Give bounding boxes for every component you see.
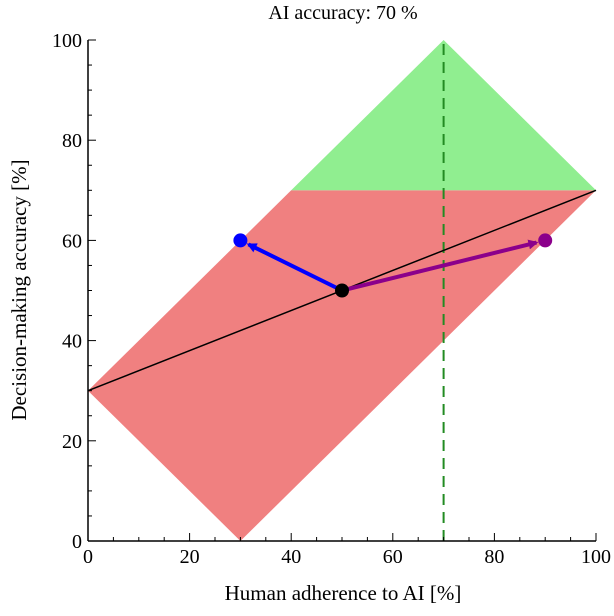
y-tick-label: 40 [62, 331, 82, 353]
x-tick-label: 80 [484, 546, 504, 568]
region-below [88, 190, 596, 542]
x-tick-label: 0 [83, 546, 93, 568]
y-tick-label: 100 [52, 30, 82, 52]
y-tick-label: 60 [62, 230, 82, 252]
chart-title: AI accuracy: 70 % [268, 2, 417, 24]
y-tick-label: 0 [72, 531, 82, 553]
x-tick-label: 20 [180, 546, 200, 568]
plot-area: 0 20 40 60 80 100 0 20 40 60 80 100 [52, 30, 611, 568]
x-tick-label: 100 [581, 546, 611, 568]
start-point [335, 283, 349, 298]
arrow-left [246, 242, 343, 293]
x-tick-label: 60 [383, 546, 403, 568]
region-above [291, 40, 596, 191]
arrow-right [341, 239, 539, 293]
arrow-left-endpoint [233, 233, 248, 248]
y-tick-label: 80 [62, 130, 82, 152]
y-tick-label: 20 [62, 431, 82, 453]
arrow-right-endpoint [538, 233, 553, 248]
y-axis-label: Decision-making accuracy [%] [7, 159, 31, 420]
x-axis-label: Human adherence to AI [%] [225, 581, 462, 605]
x-tick-label: 40 [281, 546, 301, 568]
